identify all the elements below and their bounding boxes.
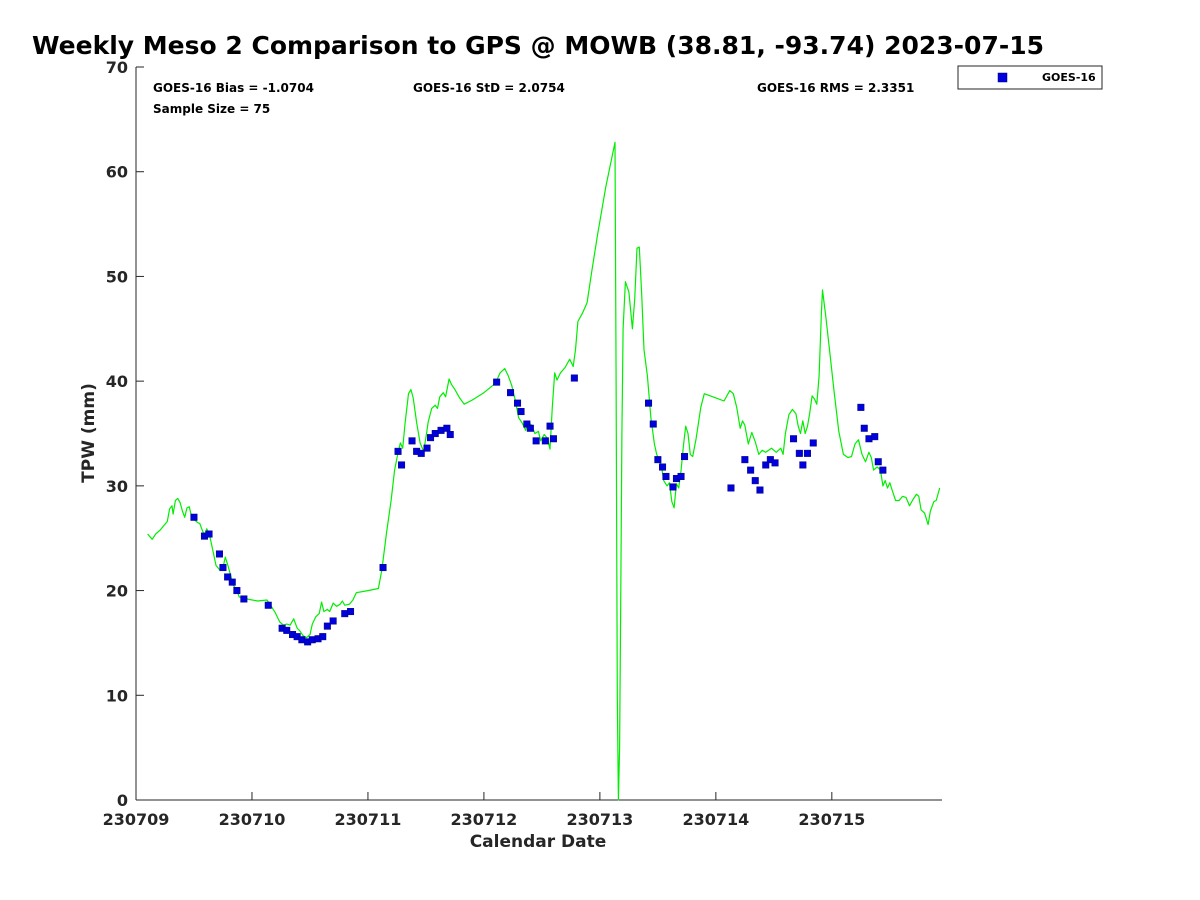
x-axis: 230709 230710 230711 230712 230713 230714 2307… [103,792,865,829]
y-axis-label: TPW (mm) [79,383,99,483]
goes16-marker [645,399,653,407]
goes16-marker [771,459,779,467]
goes16-marker [283,626,291,634]
goes16-marker [662,472,670,480]
goes16-marker [394,447,402,455]
goes16-marker [879,466,887,474]
goes16-marker [437,426,445,434]
goes16-marker [741,456,749,464]
goes16-marker [240,595,248,603]
y-tick-label: 0 [117,791,128,810]
sample-size-stat: Sample Size = 75 [153,102,270,116]
goes16-marker [215,550,223,558]
goes16-marker [762,461,770,469]
goes16-marker [727,484,735,492]
goes16-marker [443,424,451,432]
goes16-marker [417,449,425,457]
goes16-marker [570,374,578,382]
goes16-marker [408,437,416,445]
x-tick-label: 230715 [798,810,865,829]
goes16-marker [756,486,764,494]
goes16-marker [874,458,882,466]
goes16-marker [681,453,689,461]
y-tick-label: 70 [106,58,128,77]
std-stat: GOES-16 StD = 2.0754 [413,81,565,95]
legend-box [957,65,1103,90]
goes16-marker [224,573,232,581]
goes16-marker [493,378,501,386]
goes16-marker [427,434,435,442]
x-tick-label: 230712 [451,810,518,829]
goes16-marker [860,424,868,432]
goes16-marker [341,610,349,618]
x-tick-label: 230711 [335,810,402,829]
goes16-marker [446,431,454,439]
goes16-marker [677,472,685,480]
bias-stat: GOES-16 Bias = -1.0704 [153,81,314,95]
goes16-marker [857,403,865,411]
goes16-marker [205,530,213,538]
goes16-marker [347,608,355,616]
plot-axes [135,67,942,801]
goes16-marker [308,636,316,644]
y-tick-label: 60 [106,163,128,182]
goes16-marker [228,578,236,586]
goes16-marker [219,564,227,572]
goes16-marker [865,435,873,443]
goes16-marker [379,564,387,572]
goes16-marker [654,456,662,464]
goes16-marker [517,408,525,416]
goes16-marker [541,437,549,445]
goes16-marker [190,513,198,521]
x-axis-label: Calendar Date [470,832,607,852]
goes16-marker [532,437,540,445]
x-tick-label: 230714 [682,810,749,829]
goes16-marker [790,435,798,443]
x-tick-label: 230709 [103,810,170,829]
goes16-marker [809,439,817,447]
gps-line [147,141,941,801]
goes16-marker [649,420,657,428]
goes16-marker [319,633,327,641]
legend: GOES-16 [957,65,1103,90]
x-tick-label: 230713 [566,810,633,829]
goes16-marker [803,449,811,457]
goes16-marker-layer [190,374,887,646]
y-axis: 0 10 20 30 40 50 60 70 [106,58,144,810]
goes16-marker [871,433,879,441]
gps-line-layer [147,141,941,801]
goes16-marker [799,461,807,469]
goes16-marker [323,622,331,630]
y-tick-label: 50 [106,267,128,286]
goes16-marker [526,424,534,432]
goes16-marker [398,461,406,469]
goes16-marker [329,617,337,625]
goes16-marker [747,466,755,474]
chart-title: Weekly Meso 2 Comparison to GPS @ MOWB (… [32,31,1044,60]
goes16-marker [795,449,803,457]
goes16-marker [514,399,522,407]
legend-label-goes16: GOES-16 [1042,71,1096,84]
goes16-marker [546,422,554,430]
goes16-marker [298,636,306,644]
goes16-marker [233,587,241,595]
y-tick-label: 30 [106,477,128,496]
goes16-marker [659,463,667,471]
rms-stat: GOES-16 RMS = 2.3351 [757,81,914,95]
goes16-marker [423,444,431,452]
goes16-marker [751,477,759,485]
legend-marker-goes16 [997,72,1008,83]
goes16-marker [264,601,272,609]
y-tick-label: 10 [106,686,128,705]
goes16-marker [431,430,439,438]
y-tick-label: 40 [106,372,128,391]
goes16-marker [507,389,515,397]
y-tick-label: 20 [106,582,128,601]
goes16-marker [669,483,677,491]
goes16-marker [549,435,557,443]
x-tick-label: 230710 [219,810,286,829]
